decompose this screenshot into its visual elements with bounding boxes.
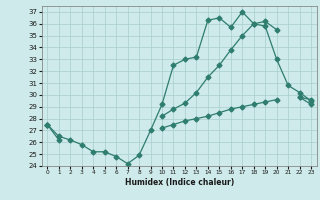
X-axis label: Humidex (Indice chaleur): Humidex (Indice chaleur) bbox=[124, 178, 234, 187]
